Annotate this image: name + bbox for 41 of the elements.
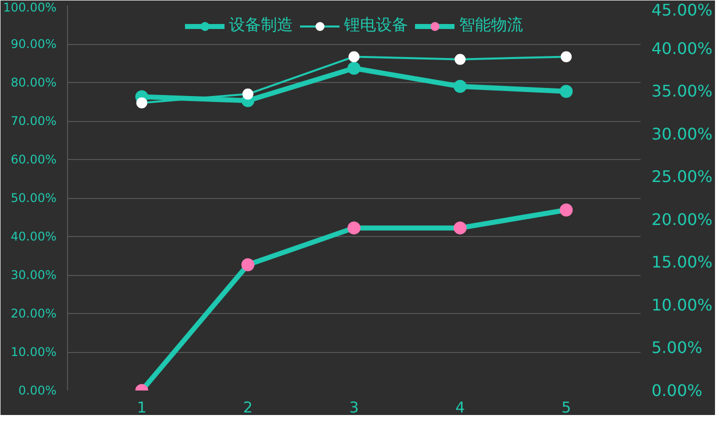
point xyxy=(454,221,467,234)
point xyxy=(454,54,466,65)
y-tick-label: 30.00% xyxy=(10,268,57,282)
point xyxy=(348,221,360,234)
y2-tick-label: 45.00% xyxy=(652,0,713,20)
point xyxy=(560,203,573,216)
y-tick-label: 60.00% xyxy=(10,152,57,166)
x-tick-label: 2 xyxy=(243,398,253,416)
x-tick-label: 4 xyxy=(455,398,465,416)
y-tick-label: 80.00% xyxy=(10,76,57,90)
y-tick-label: 50.00% xyxy=(10,191,57,205)
y2-tick-label: 0.00% xyxy=(652,381,702,400)
y2-tick-label: 35.00% xyxy=(652,82,713,101)
y-tick-label: 90.00% xyxy=(10,37,57,51)
point xyxy=(241,258,254,272)
point xyxy=(560,84,573,98)
point xyxy=(348,62,360,75)
y-tick-label: 10.00% xyxy=(10,345,57,359)
y-tick-label: 20.00% xyxy=(10,306,57,320)
point xyxy=(560,51,572,62)
x-tick-label: 3 xyxy=(349,398,359,416)
x-tick-label: 1 xyxy=(137,398,147,416)
y2-tick-label: 5.00% xyxy=(652,338,702,358)
y-tick-label: 0.00% xyxy=(18,384,57,398)
x-tick-label: 5 xyxy=(561,398,571,416)
point xyxy=(348,51,360,62)
y-tick-label: 100.00% xyxy=(3,0,56,14)
point xyxy=(136,97,148,108)
y2-tick-label: 25.00% xyxy=(652,167,713,186)
y-tick-label: 40.00% xyxy=(10,230,57,244)
y2-tick-label: 20.00% xyxy=(652,210,713,229)
legend-label: 设备制造 xyxy=(229,15,293,36)
legend-label: 锂电设备 xyxy=(344,15,408,36)
point xyxy=(242,88,254,100)
y2-tick-label: 15.00% xyxy=(652,252,713,272)
y-tick-label: 70.00% xyxy=(10,114,57,128)
point xyxy=(454,80,467,93)
legend-label: 智能物流 xyxy=(459,15,523,36)
y2-tick-label: 30.00% xyxy=(652,124,713,144)
y2-tick-label: 40.00% xyxy=(652,38,713,58)
y2-tick-label: 10.00% xyxy=(652,295,713,314)
